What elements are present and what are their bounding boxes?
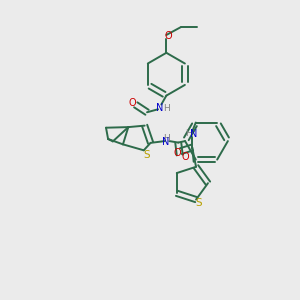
Text: H: H bbox=[185, 129, 192, 138]
Text: N: N bbox=[162, 137, 170, 147]
Text: O: O bbox=[173, 148, 181, 158]
Text: N: N bbox=[156, 103, 164, 113]
Text: H: H bbox=[163, 104, 170, 113]
Text: N: N bbox=[190, 128, 198, 139]
Text: S: S bbox=[195, 198, 202, 208]
Text: O: O bbox=[181, 152, 189, 162]
Text: H: H bbox=[163, 134, 170, 142]
Text: O: O bbox=[165, 32, 172, 41]
Text: S: S bbox=[143, 150, 150, 160]
Text: O: O bbox=[128, 98, 136, 108]
